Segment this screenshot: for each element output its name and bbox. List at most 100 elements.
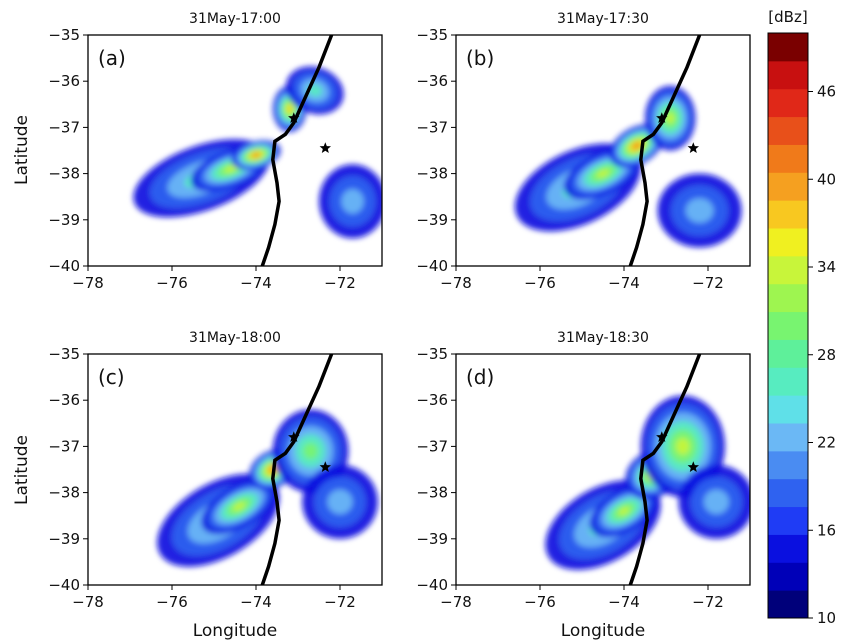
plot-area: −78 −76 −74 −72 −40 −39 −38 −37 −36 −35 xyxy=(48,345,383,611)
reflectivity-field xyxy=(157,409,378,567)
y-tick-label: −36 xyxy=(48,72,80,90)
colorbar-segment xyxy=(768,60,808,90)
colorbar-segment xyxy=(768,33,808,62)
x-tick-label: −74 xyxy=(608,593,640,611)
y-tick-label: −36 xyxy=(48,391,80,409)
plot-area: −78 −76 −74 −72 −40 −39 −38 −37 −36 −35 xyxy=(48,26,383,292)
y-tick-label: −39 xyxy=(416,211,448,229)
x-axis-label: Longitude xyxy=(193,621,278,641)
colorbar-segment xyxy=(768,172,808,201)
x-tick-label: −72 xyxy=(692,274,724,292)
y-axis-label: Latitude xyxy=(12,435,32,505)
colorbar-segment xyxy=(768,255,808,285)
y-tick-label: −39 xyxy=(48,530,80,548)
plot-frame xyxy=(455,34,751,267)
y-tick-label: −39 xyxy=(416,530,448,548)
coastline xyxy=(628,354,702,585)
reflectivity-cell xyxy=(327,489,353,515)
colorbar-segment xyxy=(768,339,808,368)
y-tick-label: −39 xyxy=(48,211,80,229)
coastline xyxy=(260,35,334,266)
plot-area: −78 −76 −74 −72 −40 −39 −38 −37 −36 −35 xyxy=(416,26,751,292)
x-tick-label: −74 xyxy=(240,593,272,611)
location-marker xyxy=(319,461,331,472)
y-tick-label: −40 xyxy=(48,257,80,275)
y-tick-label: −38 xyxy=(416,165,448,183)
x-tick-label: −76 xyxy=(156,274,188,292)
colorbar-tick-label: 10 xyxy=(817,609,836,627)
y-tick-label: −38 xyxy=(416,484,448,502)
reflectivity-field xyxy=(514,85,742,248)
x-tick-label: −74 xyxy=(608,274,640,292)
coastline xyxy=(260,354,334,585)
location-marker xyxy=(319,142,331,153)
x-tick-label: −76 xyxy=(524,274,556,292)
reflectivity-cell xyxy=(596,169,610,178)
x-tick-label: −76 xyxy=(524,593,556,611)
reflectivity-cell xyxy=(666,112,675,124)
colorbar-segment xyxy=(768,311,808,340)
colorbar-tick-label: 34 xyxy=(817,258,836,276)
x-tick-label: −78 xyxy=(440,274,472,292)
y-tick-label: −38 xyxy=(48,165,80,183)
y-tick-label: −35 xyxy=(48,26,80,44)
y-tick-label: −35 xyxy=(416,26,448,44)
y-tick-label: −37 xyxy=(48,118,80,136)
reflectivity-cell xyxy=(303,442,319,460)
colorbar-segment xyxy=(768,423,808,452)
panel-title: 31May-17:30 xyxy=(557,11,649,27)
plot-area: −78 −76 −74 −72 −40 −39 −38 −37 −36 −35 xyxy=(416,345,751,611)
location-marker xyxy=(288,431,300,442)
coastline xyxy=(628,35,702,266)
y-tick-label: −35 xyxy=(416,345,448,363)
x-tick-label: −72 xyxy=(324,593,356,611)
colorbar-segment xyxy=(768,590,808,619)
y-tick-label: −38 xyxy=(48,484,80,502)
panel-a: 31May-17:00 −78 −76 −74 −72−40−39−38−37−36−… xyxy=(48,11,383,292)
location-marker xyxy=(656,431,668,442)
colorbar-segment xyxy=(768,534,808,563)
panel-c: 31May-18:00 −78 −76 −74 −72−40−39−38−37−36−… xyxy=(48,330,383,611)
reflectivity-cell xyxy=(703,489,730,515)
x-tick-label: −72 xyxy=(692,593,724,611)
x-tick-label: −78 xyxy=(72,593,104,611)
y-tick-label: −40 xyxy=(416,257,448,275)
colorbar-segment xyxy=(768,228,808,257)
plot-frame xyxy=(87,34,383,267)
colorbar-segment xyxy=(768,367,808,396)
reflectivity-field xyxy=(133,66,382,239)
reflectivity-cell xyxy=(287,105,292,113)
panel-b: 31May-17:30 −78 −76 −74 −72−40−39−38−37−36−… xyxy=(416,11,751,292)
y-tick-label: −36 xyxy=(416,391,448,409)
x-tick-label: −78 xyxy=(440,593,472,611)
colorbar-tick-label: 46 xyxy=(817,83,836,101)
plot-frame xyxy=(87,353,383,586)
y-axis-label: Latitude xyxy=(12,115,32,185)
y-tick-label: −37 xyxy=(416,437,448,455)
colorbar-segment xyxy=(768,283,808,313)
location-marker xyxy=(687,142,699,153)
colorbar-segment xyxy=(768,450,808,480)
y-tick-label: −36 xyxy=(416,72,448,90)
reflectivity-cell xyxy=(232,501,246,512)
reflectivity-cell xyxy=(224,165,238,173)
y-tick-label: −40 xyxy=(416,576,448,594)
y-tick-label: −35 xyxy=(48,345,80,363)
colorbar-frame xyxy=(767,32,809,619)
panel-title: 31May-17:00 xyxy=(189,11,281,27)
colorbar-segment xyxy=(768,562,808,591)
panel-title: 31May-18:00 xyxy=(189,330,281,346)
colorbar-segment xyxy=(768,116,808,145)
panel-label: (d) xyxy=(466,365,494,389)
reflectivity-cell xyxy=(252,153,260,157)
colorbar-tick-label: 28 xyxy=(817,346,836,364)
panel-d: 31May-18:30 −78 −76 −74 −72−40−39−38−37−36−… xyxy=(416,330,751,611)
x-tick-label: −74 xyxy=(240,274,272,292)
reflectivity-cell xyxy=(618,506,630,516)
location-marker xyxy=(288,112,300,123)
colorbar-tick-label: 22 xyxy=(817,434,836,452)
colorbar: [dBz] 10 16 22 28 34 40 46 xyxy=(767,8,836,627)
x-tick-label: −78 xyxy=(72,274,104,292)
panel-title: 31May-18:30 xyxy=(557,330,649,346)
